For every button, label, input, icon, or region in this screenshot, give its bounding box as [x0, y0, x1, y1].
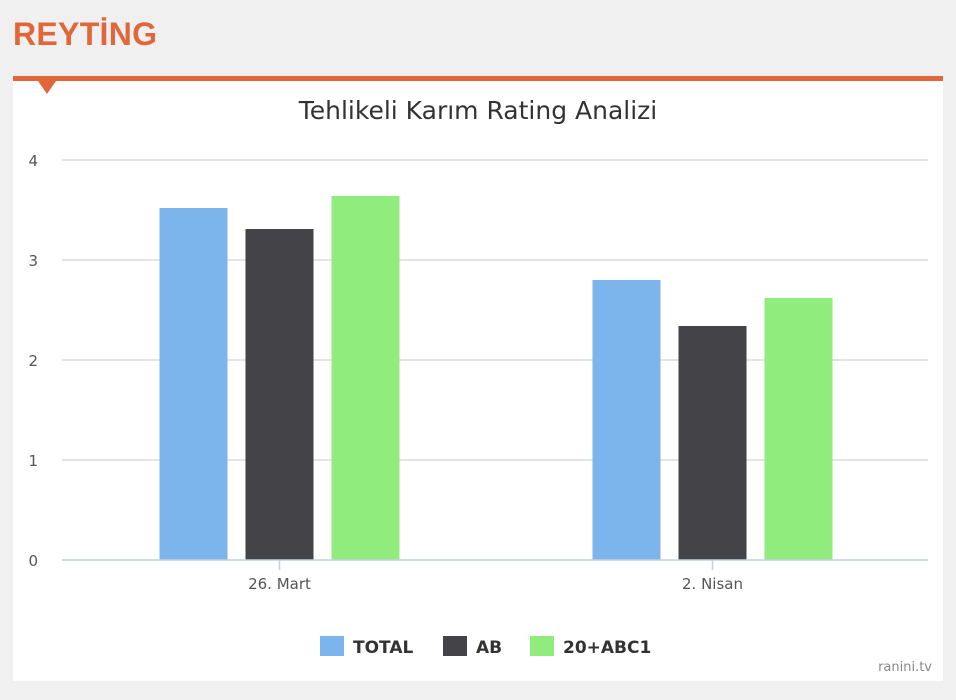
chart-title: Tehlikeli Karım Rating Analizi	[298, 96, 658, 125]
y-axis-ticks: 0 1 2 3 4	[28, 152, 38, 570]
legend-swatch	[530, 636, 554, 656]
y-tick-label: 3	[28, 252, 38, 270]
title-divider	[13, 76, 943, 81]
legend-item-total[interactable]: TOTAL	[320, 636, 413, 658]
y-tick-label: 1	[28, 452, 38, 470]
divider-pointer	[38, 81, 56, 94]
y-tick-label: 0	[28, 552, 38, 570]
legend-label: 20+ABC1	[563, 638, 651, 658]
y-tick-label: 4	[28, 152, 38, 170]
legend-label: TOTAL	[353, 638, 413, 658]
legend-item-ab[interactable]: AB	[443, 636, 502, 658]
legend-swatch	[443, 636, 467, 656]
legend: TOTAL AB 20+ABC1	[320, 636, 651, 658]
bar-ab-1[interactable]	[245, 229, 314, 560]
x-tick-label: 26. Mart	[248, 575, 311, 593]
bar-ab-2[interactable]	[678, 326, 747, 560]
x-axis: 26. Mart 2. Nisan	[62, 559, 928, 593]
bar-total-2[interactable]	[592, 280, 661, 560]
legend-label: AB	[476, 638, 502, 658]
x-tick-label: 2. Nisan	[682, 575, 743, 593]
bar-20abc1-1[interactable]	[331, 196, 400, 560]
y-tick-label: 2	[28, 352, 38, 370]
legend-swatch	[320, 636, 344, 656]
bar-20abc1-2[interactable]	[764, 298, 833, 560]
bar-total-1[interactable]	[159, 208, 228, 560]
legend-item-20abc1[interactable]: 20+ABC1	[530, 636, 651, 658]
watermark: ranini.tv	[878, 660, 932, 675]
section-title: REYTİNG	[13, 16, 158, 52]
bars	[159, 196, 833, 560]
